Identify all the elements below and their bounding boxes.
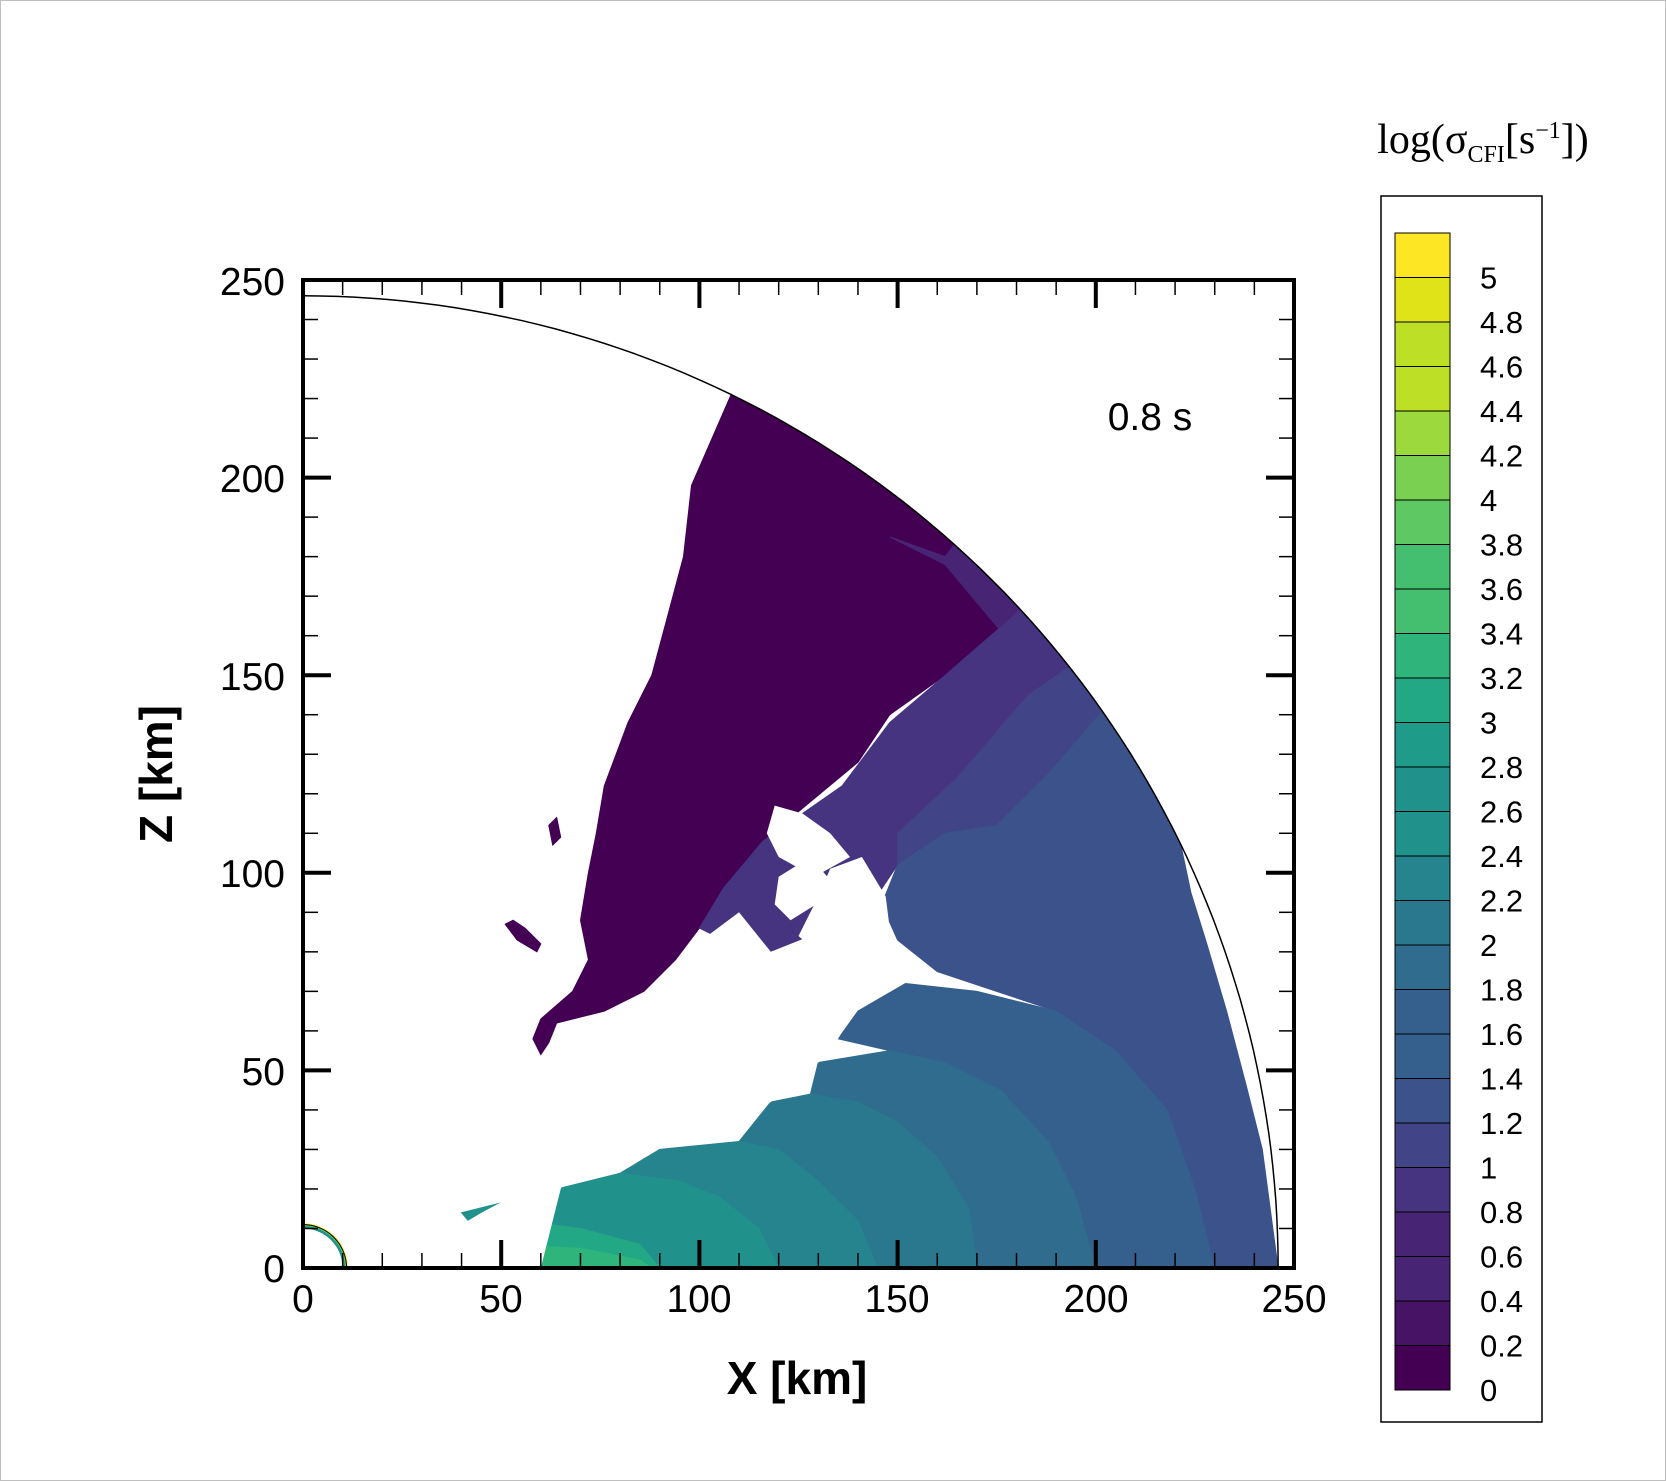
colorbar-label: 4.4 (1480, 394, 1523, 429)
colorbar-title-end: ]) (1561, 117, 1589, 163)
colorbar-title-base: log(σ (1377, 117, 1467, 163)
colorbar-swatch (1395, 366, 1450, 411)
colorbar-swatch (1395, 455, 1450, 500)
y-tick-label: 100 (220, 853, 285, 896)
plot-area (303, 280, 1294, 1268)
colorbar-label: 2.4 (1480, 839, 1523, 874)
colorbar-frame (1380, 195, 1543, 1423)
x-tick-label: 250 (1261, 1278, 1326, 1321)
colorbar-swatch (1395, 945, 1450, 990)
outer-boundary-arc (303, 295, 1279, 1268)
colorbar-swatch (1395, 1345, 1450, 1390)
x-tick-label: 100 (666, 1278, 731, 1321)
colorbar-swatch (1395, 1034, 1450, 1079)
colorbar-swatch (1395, 322, 1450, 367)
colorbar-swatch (1395, 767, 1450, 812)
y-tick-labels: 0 50 100 150 200 250 (220, 261, 285, 1291)
colorbar-swatch (1395, 1212, 1450, 1257)
colorbar-swatch (1395, 233, 1450, 278)
y-tick-label: 200 (220, 458, 285, 501)
colorbar-label: 4 (1480, 483, 1497, 518)
x-tick-label: 200 (1063, 1278, 1128, 1321)
y-tick-label: 50 (242, 1051, 285, 1094)
x-tick-labels: 0 50 100 150 200 250 (292, 1278, 1326, 1321)
colorbar-label: 3.4 (1480, 617, 1523, 652)
outside-mask (303, 280, 1294, 1268)
contour-region-upper-dark-blob (504, 919, 542, 953)
colorbar-label: 1.6 (1480, 1017, 1523, 1052)
colorbar-label: 0 (1480, 1373, 1497, 1408)
colorbar-title-mid: [s (1505, 117, 1535, 163)
colorbar-labels: 5 4.8 4.6 4.4 4.2 4 3.8 3.6 3.4 3.2 3 2.8 2.6 2.4 2.2 2… (1480, 261, 1523, 1409)
void-region-hole-2 (774, 857, 835, 921)
colorbar-label: 0.6 (1480, 1240, 1523, 1275)
colorbar-swatch (1395, 1167, 1450, 1212)
x-tick-label: 150 (864, 1278, 929, 1321)
plot-frame (301, 278, 1296, 1270)
colorbar-swatch (1395, 989, 1450, 1034)
void-region-hole-1 (766, 805, 850, 877)
colorbar-swatch (1395, 811, 1450, 856)
colorbar-label: 2 (1480, 928, 1497, 963)
colorbar-label: 0.4 (1480, 1284, 1523, 1319)
colorbar-label: 2.8 (1480, 750, 1523, 785)
colorbar-label: 4.6 (1480, 350, 1523, 385)
colorbar-label: 3.8 (1480, 528, 1523, 563)
colorbar-swatches (1394, 232, 1451, 1391)
colorbar-swatch (1395, 678, 1450, 723)
void-region-hole-3 (798, 857, 890, 968)
colorbar-label: 0.2 (1480, 1329, 1523, 1364)
x-tick-label: 0 (292, 1278, 314, 1321)
inner-shell-ring (303, 1224, 347, 1268)
colorbar-label: 3.2 (1480, 661, 1523, 696)
x-axis-title: X [km] (727, 1352, 868, 1404)
colorbar-swatch (1395, 722, 1450, 767)
colorbar-title-sub: CFI (1468, 142, 1505, 168)
colorbar-swatch (1395, 411, 1450, 456)
colorbar: log(σCFI[s−1]) 5 4.8 4.6 4.4 4.2 4 3.8 3.6 3.4 3.… (1377, 117, 1589, 1423)
y-tick-label: 0 (263, 1248, 285, 1291)
colorbar-outline (1394, 232, 1451, 1391)
colorbar-swatch (1395, 277, 1450, 322)
colorbar-label: 2.6 (1480, 795, 1523, 830)
contour-regions (303, 280, 1294, 1268)
y-axis-title: Z [km] (130, 705, 182, 843)
colorbar-swatch (1395, 900, 1450, 945)
colorbar-swatch (1395, 500, 1450, 545)
colorbar-swatch (1395, 1256, 1450, 1301)
axis-ticks (301, 278, 1296, 1270)
y-tick-label: 250 (220, 261, 285, 304)
colorbar-label: 1.4 (1480, 1062, 1523, 1097)
colorbar-label: 4.2 (1480, 439, 1523, 474)
contour-region-upper-dark (532, 393, 1038, 1056)
y-tick-label: 150 (220, 656, 285, 699)
colorbar-swatch (1395, 1301, 1450, 1346)
inner-shell-outline (303, 1224, 348, 1268)
colorbar-label: 3 (1480, 706, 1497, 741)
colorbar-title-sup: −1 (1535, 118, 1561, 144)
colorbar-label: 2.2 (1480, 884, 1523, 919)
colorbar-label: 1.2 (1480, 1106, 1523, 1141)
colorbar-swatch (1395, 633, 1450, 678)
time-annotation: 0.8 s (1108, 396, 1193, 439)
colorbar-label: 5 (1480, 261, 1497, 296)
contour-region-upper-dark-speck (548, 816, 562, 847)
colorbar-label: 1 (1480, 1151, 1497, 1186)
void-region-lower-void (394, 912, 898, 1268)
colorbar-swatch (1395, 1123, 1450, 1168)
x-tick-label: 50 (479, 1278, 522, 1321)
colorbar-swatch (1395, 589, 1450, 634)
colorbar-title: log(σCFI[s−1]) (1377, 117, 1589, 168)
colorbar-label: 3.6 (1480, 572, 1523, 607)
colorbar-swatch (1395, 544, 1450, 589)
colorbar-swatch (1395, 1078, 1450, 1123)
colorbar-label: 1.8 (1480, 973, 1523, 1008)
colorbar-swatch (1395, 856, 1450, 901)
colorbar-label: 4.8 (1480, 305, 1523, 340)
colorbar-label: 0.8 (1480, 1195, 1523, 1230)
